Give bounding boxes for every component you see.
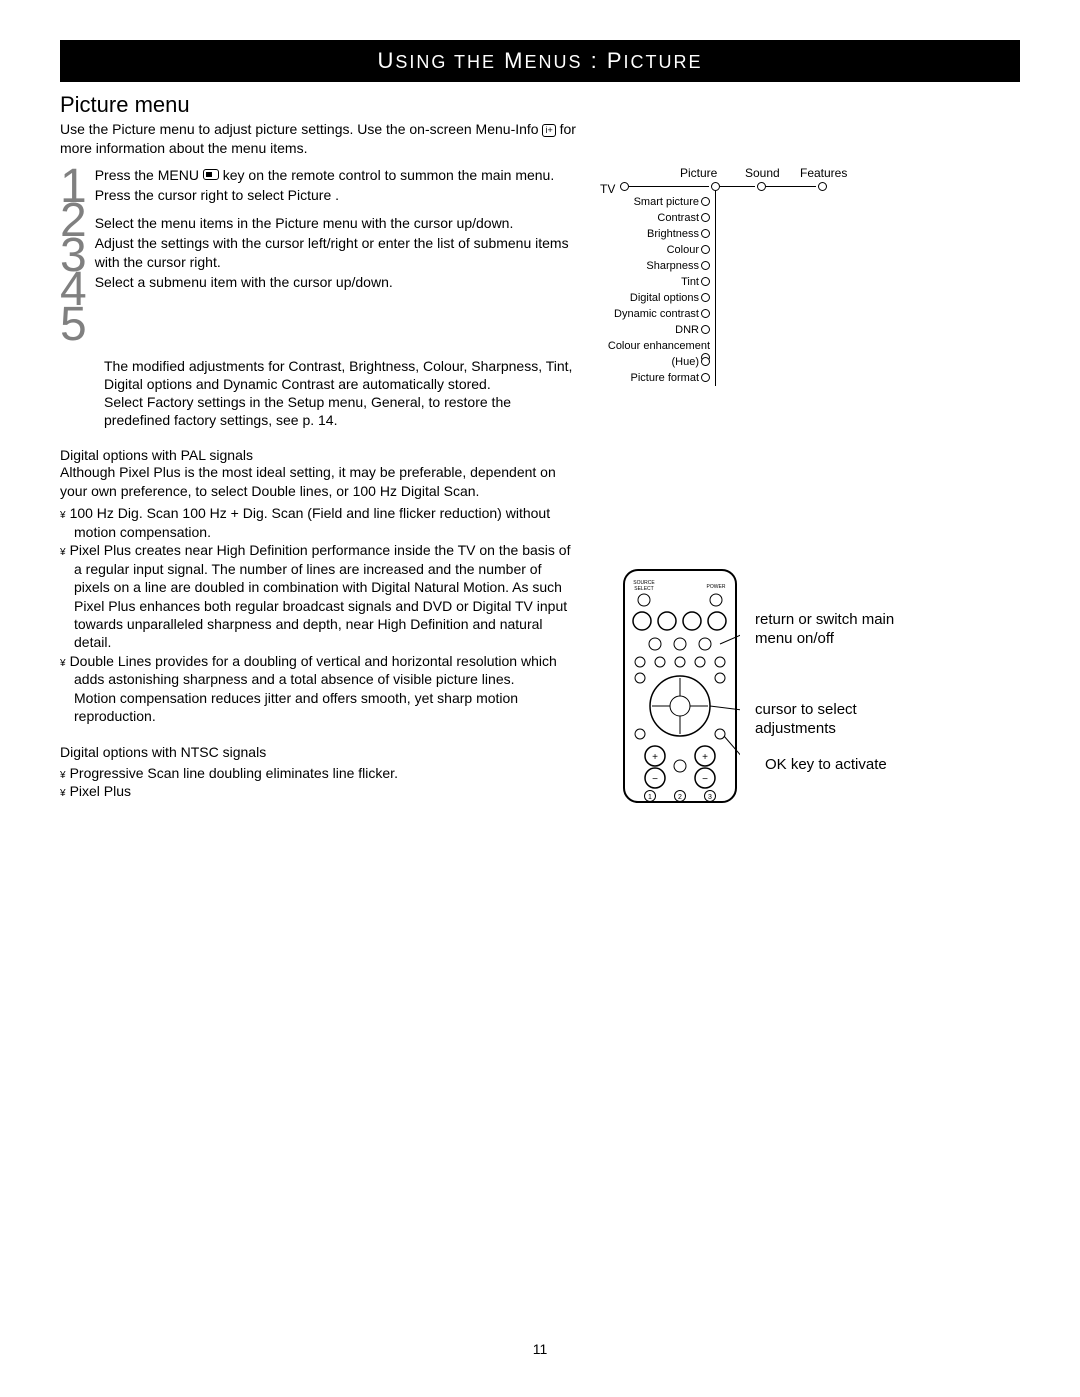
- page-banner: USING THE MENUS : PICTURE: [60, 40, 1020, 82]
- tree-features: Features: [800, 166, 847, 180]
- step-1: Press the MENU key on the remote control…: [95, 166, 580, 184]
- step-numbers: 12345: [60, 166, 83, 343]
- steps: 12345 Press the MENU key on the remote c…: [60, 166, 580, 343]
- note-b: Select Factory settings in the Setup men…: [104, 393, 580, 429]
- svg-text:−: −: [702, 774, 708, 785]
- tree-item-0: Smart picture: [600, 196, 710, 208]
- tree-item-5: Tint: [600, 276, 710, 288]
- tree-vertical-line: [715, 191, 716, 386]
- tree-node-picture: [711, 182, 720, 191]
- page: USING THE MENUS : PICTURE Picture menu U…: [0, 0, 1080, 1397]
- tree-item-7: Dynamic contrast: [600, 308, 710, 320]
- columns: 12345 Press the MENU key on the remote c…: [60, 166, 1020, 801]
- svg-text:+: +: [702, 752, 708, 763]
- ntsc-bullets: Progressive Scan line doubling eliminate…: [60, 764, 580, 801]
- page-number: 11: [0, 1341, 1080, 1357]
- tree-node-tv: [620, 182, 629, 191]
- svg-text:3: 3: [708, 794, 712, 801]
- tree-tv: TV: [600, 182, 615, 196]
- ntsc-bullet-2: Pixel Plus: [74, 782, 580, 800]
- tree-sound: Sound: [745, 166, 780, 180]
- remote-diagram: SOURCE SELECT POWER: [620, 566, 980, 806]
- step-5: Select a submenu item with the cursor up…: [95, 273, 580, 291]
- note-a: The modified adjustments for Contrast, B…: [104, 357, 580, 393]
- intro-a: Use the Picture menu to adjust picture s…: [60, 121, 539, 137]
- step-text: Press the MENU key on the remote control…: [95, 166, 580, 293]
- menu-tree-diagram: Picture Sound Features TV Smart picture …: [620, 166, 930, 196]
- power-label: POWER: [707, 584, 726, 590]
- pal-bullet-3: Double Lines provides for a doubling of …: [74, 652, 580, 726]
- step-2: Press the cursor right to select Picture…: [95, 186, 580, 204]
- tree-top-row: Picture Sound Features TV: [620, 166, 930, 196]
- tree-item-11: Picture format: [600, 372, 710, 384]
- svg-text:2: 2: [678, 794, 682, 801]
- picture-keyword: Picture: [288, 187, 332, 203]
- step-4: Adjust the settings with the cursor left…: [95, 234, 580, 270]
- pal-bullet-2: Pixel Plus creates near High Definition …: [74, 541, 580, 652]
- pal-intro: Although Pixel Plus is the most ideal se…: [60, 463, 580, 500]
- tree-node-sound: [757, 182, 766, 191]
- factory-settings-keyword: Factory settings: [147, 394, 246, 410]
- tree-item-2: Brightness: [600, 228, 710, 240]
- tree-item-10: (Hue): [600, 356, 710, 368]
- remote-label-3: OK key to activate: [765, 756, 945, 775]
- svg-text:1: 1: [648, 794, 652, 801]
- remote-label-2: cursor to select adjustments: [755, 701, 935, 739]
- pal-bullet-3-extra: Motion compensation reduces jitter and o…: [74, 690, 518, 724]
- ntsc-bullet-1: Progressive Scan line doubling eliminate…: [74, 764, 580, 782]
- svg-text:−: −: [652, 774, 658, 785]
- ntsc-heading: Digital options with NTSC signals: [60, 744, 580, 760]
- svg-text:+: +: [652, 752, 658, 763]
- tree-item-4: Sharpness: [600, 260, 710, 272]
- pal-heading: Digital options with PAL signals: [60, 447, 580, 463]
- tree-picture: Picture: [680, 166, 717, 180]
- pal-bullets: 100 Hz Dig. Scan 100 Hz + Dig. Scan (Fie…: [60, 504, 580, 726]
- tree-item-3: Colour: [600, 244, 710, 256]
- remote-label-1: return or switch main menu on/off: [755, 611, 935, 649]
- remote-icon: SOURCE SELECT POWER: [620, 566, 740, 806]
- section-title: Picture menu: [60, 92, 1020, 118]
- info-icon: i+: [542, 124, 555, 137]
- tree-item-6: Digital options: [600, 292, 710, 304]
- intro-text: Use the Picture menu to adjust picture s…: [60, 120, 580, 158]
- left-column: 12345 Press the MENU key on the remote c…: [60, 166, 580, 801]
- tree-node-features: [818, 182, 827, 191]
- note-block: The modified adjustments for Contrast, B…: [104, 357, 580, 430]
- tree-item-8: DNR: [600, 324, 710, 336]
- step-3: Select the menu items in the Picture men…: [95, 214, 580, 232]
- svg-text:SELECT: SELECT: [634, 586, 653, 592]
- menu-icon: [203, 169, 219, 180]
- menu-label: MENU: [154, 167, 203, 183]
- pal-bullet-1: 100 Hz Dig. Scan 100 Hz + Dig. Scan (Fie…: [74, 504, 580, 541]
- banner-text: USING THE MENUS : PICTURE: [377, 48, 702, 73]
- tree-item-1: Contrast: [600, 212, 710, 224]
